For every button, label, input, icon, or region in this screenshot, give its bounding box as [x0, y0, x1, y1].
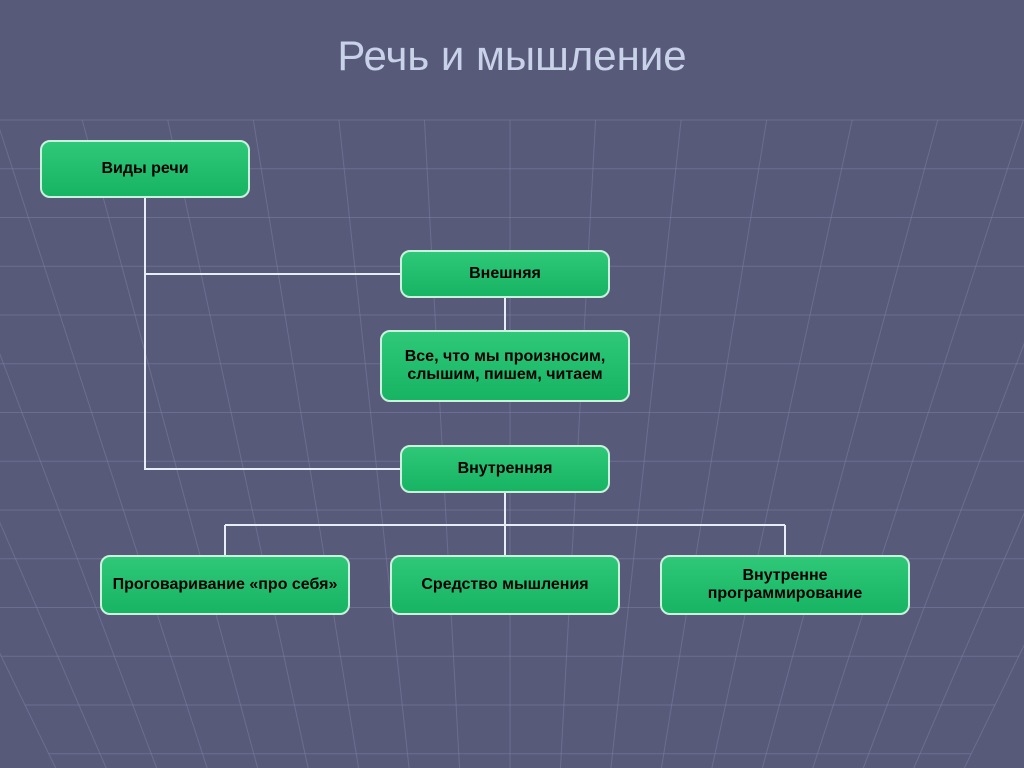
node-ext: Внешняя	[400, 250, 610, 298]
connector	[145, 198, 400, 469]
diagram-stage: Речь и мышление Виды речи Внешняя Все, что…	[0, 0, 1024, 768]
node-c3: Внутренне программирование	[660, 555, 910, 615]
node-root: Виды речи	[40, 140, 250, 198]
node-int: Внутренняя	[400, 445, 610, 493]
node-ext_d: Все, что мы произносим, слышим, пишем, ч…	[380, 330, 630, 402]
node-c1: Проговаривание «про себя»	[100, 555, 350, 615]
connector	[145, 198, 400, 274]
slide-title: Речь и мышление	[0, 32, 1024, 80]
node-c2: Средство мышления	[390, 555, 620, 615]
